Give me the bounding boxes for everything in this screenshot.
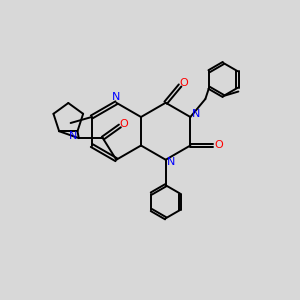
Text: N: N bbox=[192, 109, 200, 119]
Text: N: N bbox=[112, 92, 121, 102]
Text: O: O bbox=[179, 78, 188, 88]
Text: N: N bbox=[167, 157, 175, 167]
Text: O: O bbox=[214, 140, 223, 151]
Text: N: N bbox=[69, 131, 78, 141]
Text: O: O bbox=[120, 119, 128, 129]
